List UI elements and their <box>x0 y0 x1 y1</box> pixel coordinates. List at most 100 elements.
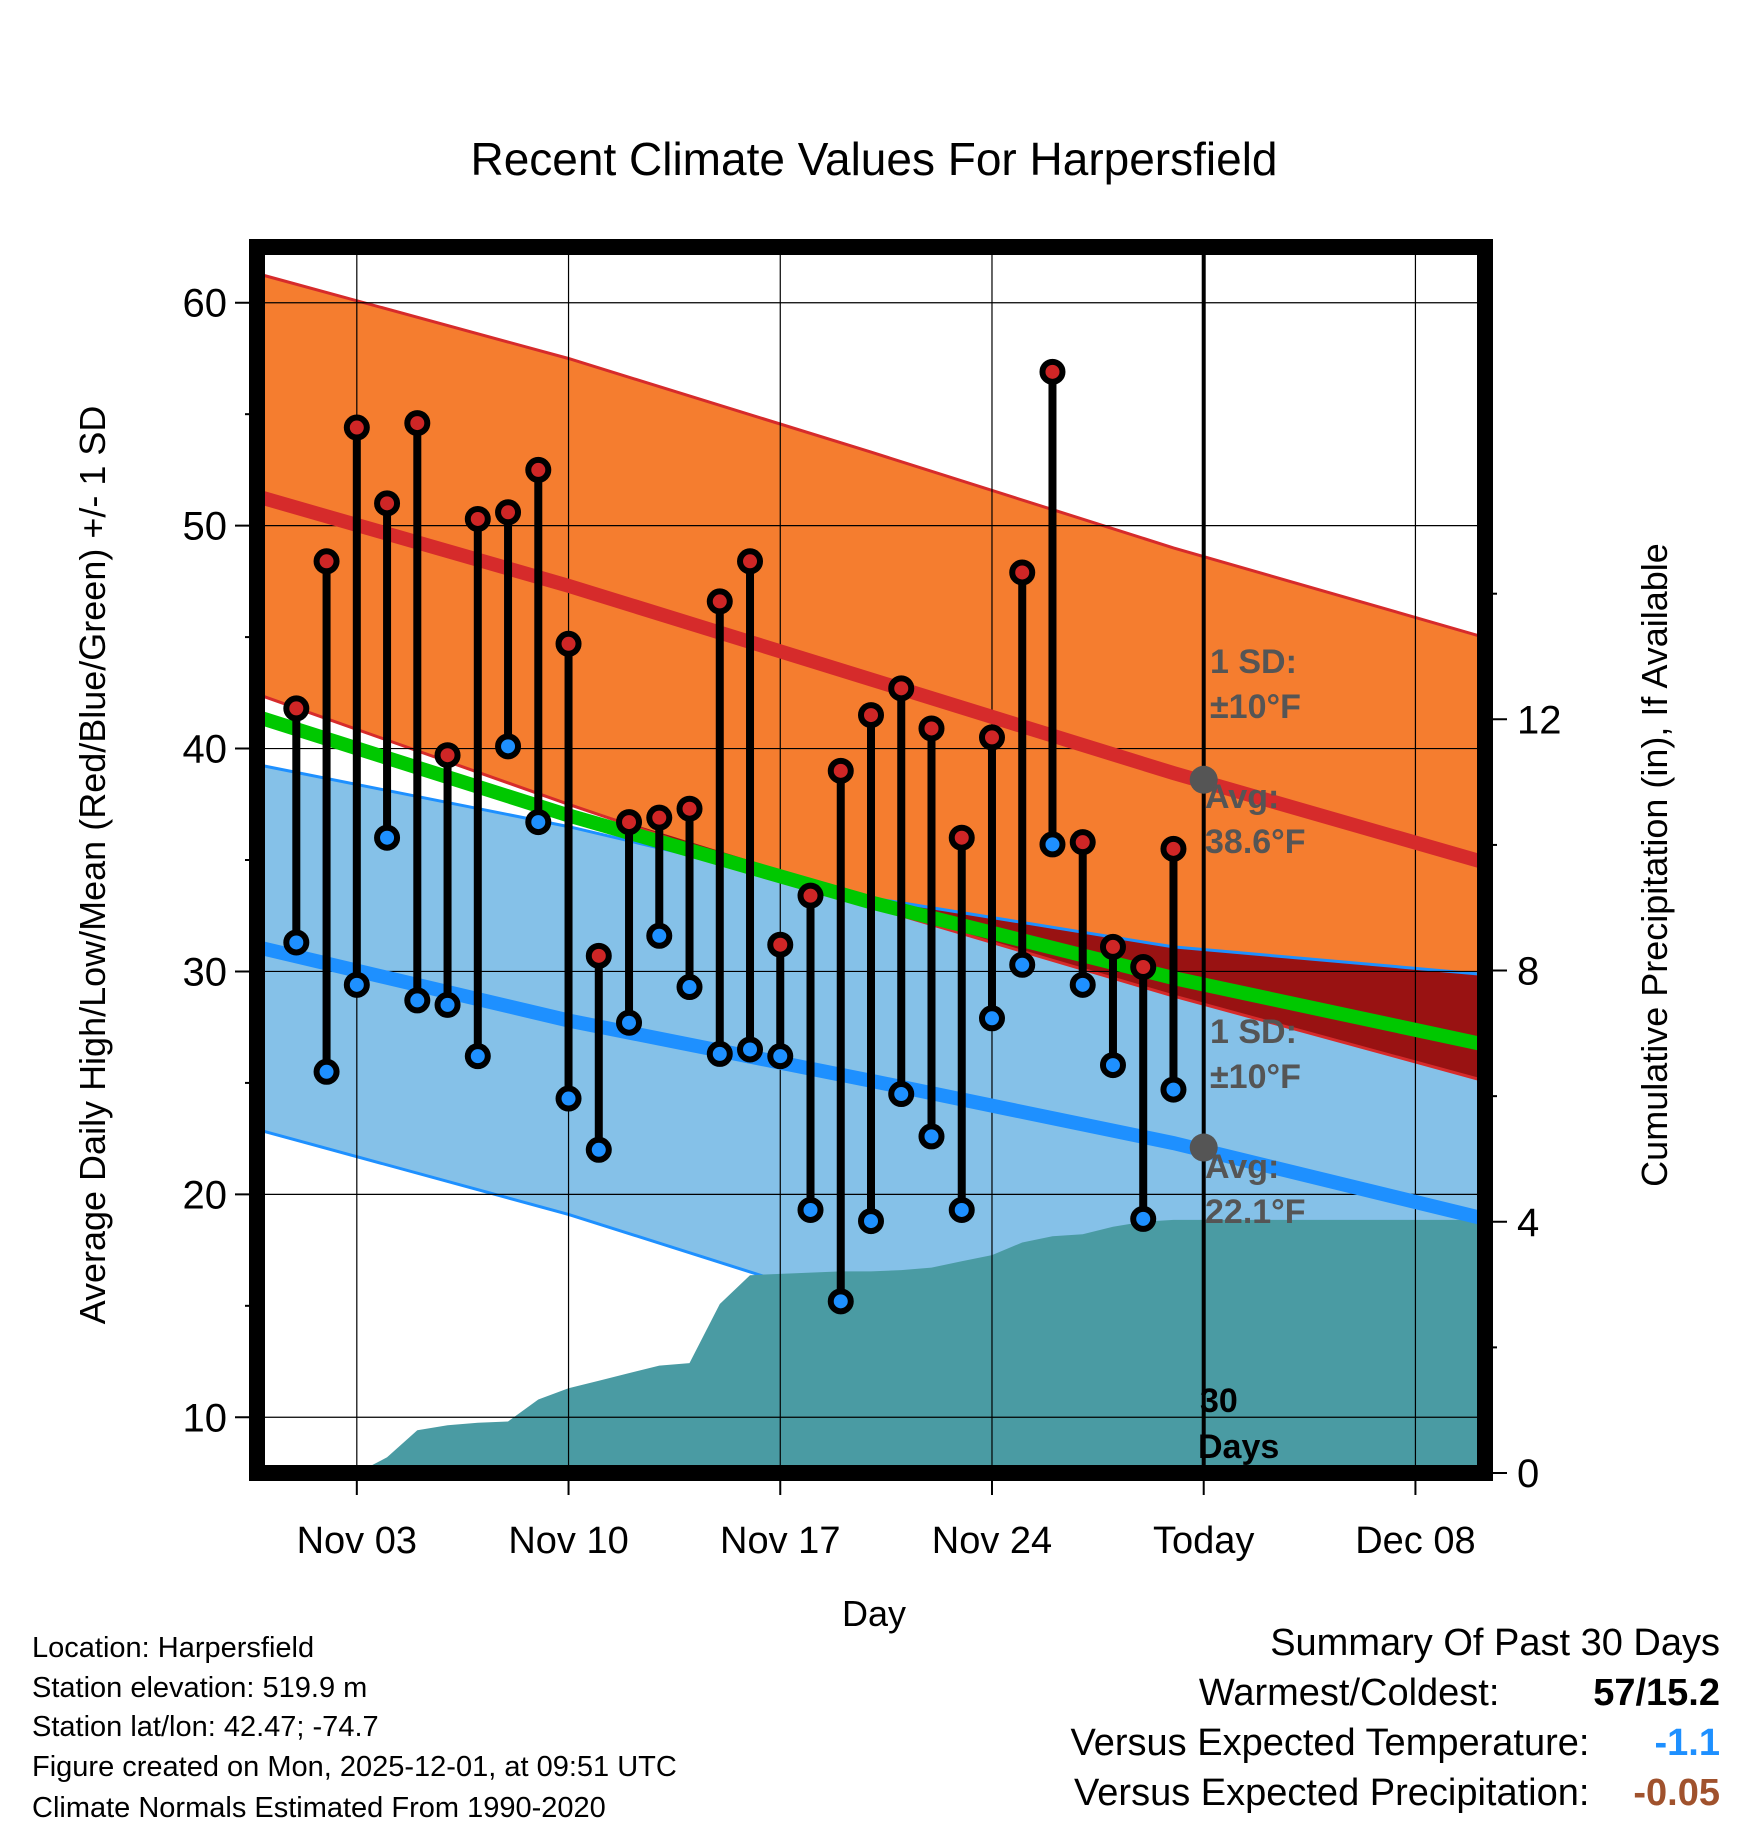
obs-high-point <box>1009 559 1036 586</box>
info-normals: Climate Normals Estimated From 1990-2020 <box>32 1792 606 1824</box>
summary-title: Summary Of Past 30 Days <box>1270 1622 1720 1664</box>
y-tick-label: 60 <box>183 282 228 326</box>
obs-high-point <box>585 942 612 969</box>
obs-high-point <box>313 548 340 575</box>
info-elevation: Station elevation: 519.9 m <box>32 1672 368 1704</box>
obs-high-point <box>827 757 854 784</box>
x-tick-label: Nov 10 <box>508 1520 628 1562</box>
low-avg-marker <box>1189 1133 1218 1162</box>
high-mean-line <box>257 488 1485 870</box>
info-created: Figure created on Mon, 2025-12-01, at 09… <box>32 1751 677 1783</box>
y-tick-label: 10 <box>183 1396 228 1440</box>
obs-low-point <box>948 1196 975 1223</box>
obs-low-point <box>918 1123 945 1150</box>
obs-low-point <box>616 1009 643 1036</box>
obs-low-point <box>767 1043 794 1070</box>
x-tick-label: Dec 08 <box>1355 1520 1475 1562</box>
summary-precip-label: Versus Expected Precipitation: <box>1074 1772 1590 1814</box>
high-avg-label: Avg: <box>1205 778 1279 816</box>
obs-high-point <box>495 499 522 526</box>
summary-temp-label: Versus Expected Temperature: <box>1070 1722 1590 1764</box>
obs-low-point <box>797 1196 824 1223</box>
y-tick-label: 20 <box>183 1173 228 1217</box>
obs-high-point <box>464 505 491 532</box>
obs-low-point <box>1160 1076 1187 1103</box>
obs-high-point <box>1099 933 1126 960</box>
obs-low-point <box>737 1036 764 1063</box>
obs-low-point <box>676 974 703 1001</box>
x-tick-label: Nov 17 <box>720 1520 840 1562</box>
high-sd-value: ±10°F <box>1210 688 1301 726</box>
annotations: 1 SD: ±10°F Avg: 38.6°F 1 SD: ±10°F Avg:… <box>1198 643 1306 1466</box>
obs-high-point <box>404 410 431 437</box>
chart-title: Recent Climate Values For Harpersfield <box>470 133 1277 185</box>
obs-high-point <box>858 702 884 729</box>
obs-high-point <box>978 724 1005 751</box>
obs-low-point <box>1039 831 1066 858</box>
x-tick-label: Nov 03 <box>297 1520 417 1562</box>
obs-low-point <box>555 1085 582 1112</box>
summary-precip: Versus Expected Precipitation: -0.05 <box>1074 1772 1720 1815</box>
days-label: Days <box>1198 1428 1279 1466</box>
x-tick-label: Nov 24 <box>932 1520 1052 1562</box>
obs-high-point <box>737 548 764 575</box>
obs-low-point <box>706 1040 733 1067</box>
info-latlon: Station lat/lon: 42.47; -74.7 <box>32 1711 379 1743</box>
y-tick-label: 30 <box>183 950 228 994</box>
obs-high-point <box>343 414 370 441</box>
summary-warmest-label: Warmest/Coldest: <box>1198 1672 1500 1714</box>
obs-high-point <box>555 630 582 657</box>
obs-low-point <box>525 809 552 836</box>
obs-low-point <box>404 987 431 1014</box>
obs-low-point <box>434 991 461 1018</box>
obs-low-point <box>1130 1205 1157 1232</box>
obs-low-point <box>313 1058 340 1085</box>
obs-low-point <box>464 1043 491 1070</box>
obs-low-point <box>858 1208 884 1235</box>
high-sd-label: 1 SD: <box>1210 643 1297 681</box>
summary-temp-value: -1.1 <box>1654 1722 1720 1764</box>
y2-axis-label: Cumulative Precipitation (in), If Availa… <box>1634 543 1675 1187</box>
plot-area <box>257 247 1485 1473</box>
y-axis: 10 20 30 40 50 60 <box>183 282 257 1440</box>
obs-low-point <box>827 1288 854 1315</box>
y-axis-label: Average Daily High/Low/Mean (Red/Blue/Gr… <box>72 406 113 1325</box>
y2-tick-label: 4 <box>1517 1201 1539 1245</box>
obs-high-point <box>918 715 945 742</box>
obs-low-point <box>495 733 522 760</box>
x-axis-label: Day <box>842 1593 906 1634</box>
obs-low-point <box>343 971 370 998</box>
obs-low-point <box>1009 951 1036 978</box>
obs-low-point <box>374 824 401 851</box>
summary-precip-value: -0.05 <box>1633 1772 1720 1814</box>
y2-tick-label: 0 <box>1517 1452 1539 1496</box>
low-sd-value: ±10°F <box>1210 1058 1301 1096</box>
summary-temp: Versus Expected Temperature: -1.1 <box>1071 1722 1720 1765</box>
obs-low-point <box>978 1005 1005 1032</box>
info-location: Location: Harpersfield <box>32 1632 315 1664</box>
obs-high-point <box>434 742 461 769</box>
obs-low-point <box>585 1136 612 1163</box>
days-count: 30 <box>1200 1382 1238 1420</box>
obs-low-point <box>283 929 310 956</box>
obs-high-point <box>616 809 643 836</box>
obs-low-point <box>1069 971 1096 998</box>
low-avg-value: 22.1°F <box>1205 1193 1306 1231</box>
obs-high-point <box>888 675 915 702</box>
observed-series <box>283 358 1187 1315</box>
summary-warmest: Warmest/Coldest: 57/15.2 <box>1199 1672 1720 1715</box>
obs-high-point <box>797 882 824 909</box>
obs-high-point <box>1039 358 1066 385</box>
obs-low-point <box>888 1081 915 1108</box>
obs-high-point <box>646 804 673 831</box>
obs-low-point <box>646 922 673 949</box>
y2-tick-label: 8 <box>1517 950 1539 994</box>
obs-high-point <box>525 456 552 483</box>
obs-low-point <box>1099 1052 1126 1079</box>
obs-high-point <box>948 824 975 851</box>
obs-high-point <box>767 931 794 958</box>
summary-warmest-value: 57/15.2 <box>1593 1672 1720 1714</box>
obs-high-point <box>1130 953 1157 980</box>
y2-tick-label: 12 <box>1517 698 1562 742</box>
